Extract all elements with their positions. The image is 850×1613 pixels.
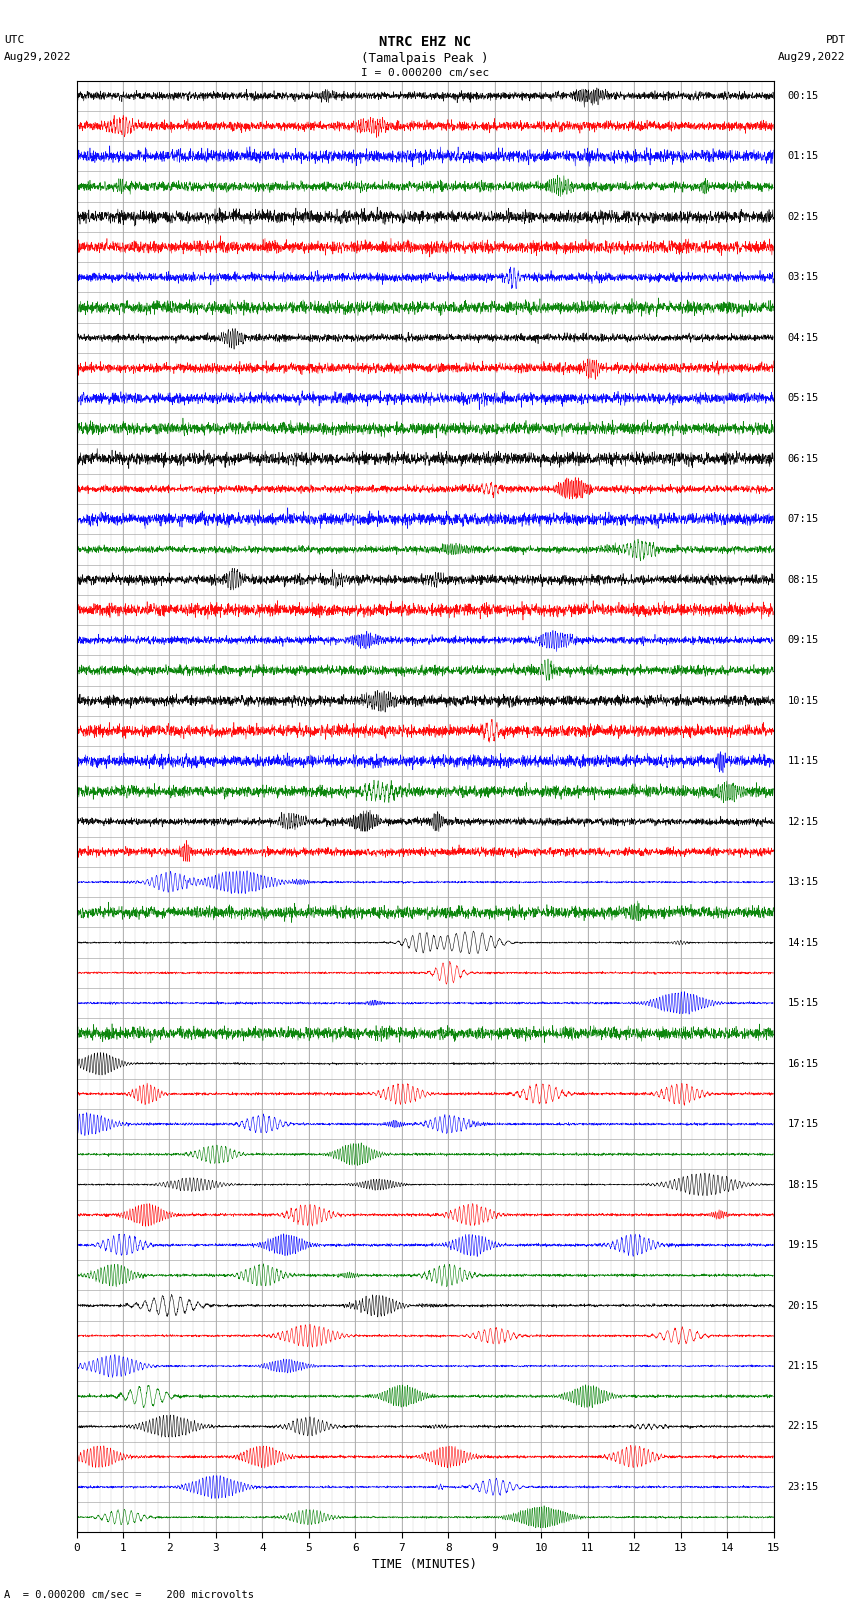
Text: Aug29,2022: Aug29,2022 [779,52,846,61]
Text: 00:15: 00:15 [787,90,819,100]
Text: 11:15: 11:15 [787,756,819,766]
Text: PDT: PDT [825,35,846,45]
Text: 19:15: 19:15 [787,1240,819,1250]
Text: Aug29,2022: Aug29,2022 [4,52,71,61]
Text: I = 0.000200 cm/sec: I = 0.000200 cm/sec [361,68,489,77]
Text: (Tamalpais Peak ): (Tamalpais Peak ) [361,52,489,65]
Text: UTC: UTC [4,35,25,45]
Text: 01:15: 01:15 [787,152,819,161]
Text: 23:15: 23:15 [787,1482,819,1492]
Text: 17:15: 17:15 [787,1119,819,1129]
Text: 03:15: 03:15 [787,273,819,282]
Text: 21:15: 21:15 [787,1361,819,1371]
Text: 15:15: 15:15 [787,998,819,1008]
Text: 06:15: 06:15 [787,453,819,463]
Text: 18:15: 18:15 [787,1179,819,1189]
X-axis label: TIME (MINUTES): TIME (MINUTES) [372,1558,478,1571]
Text: 13:15: 13:15 [787,877,819,887]
Text: 07:15: 07:15 [787,515,819,524]
Text: 22:15: 22:15 [787,1421,819,1431]
Text: 14:15: 14:15 [787,937,819,947]
Text: NTRC EHZ NC: NTRC EHZ NC [379,35,471,50]
Text: 20:15: 20:15 [787,1300,819,1310]
Text: 12:15: 12:15 [787,816,819,826]
Text: A  = 0.000200 cm/sec =    200 microvolts: A = 0.000200 cm/sec = 200 microvolts [4,1590,254,1600]
Text: 16:15: 16:15 [787,1058,819,1068]
Text: 10:15: 10:15 [787,695,819,705]
Text: 02:15: 02:15 [787,211,819,221]
Text: 04:15: 04:15 [787,332,819,342]
Text: 05:15: 05:15 [787,394,819,403]
Text: 09:15: 09:15 [787,636,819,645]
Text: 08:15: 08:15 [787,574,819,584]
